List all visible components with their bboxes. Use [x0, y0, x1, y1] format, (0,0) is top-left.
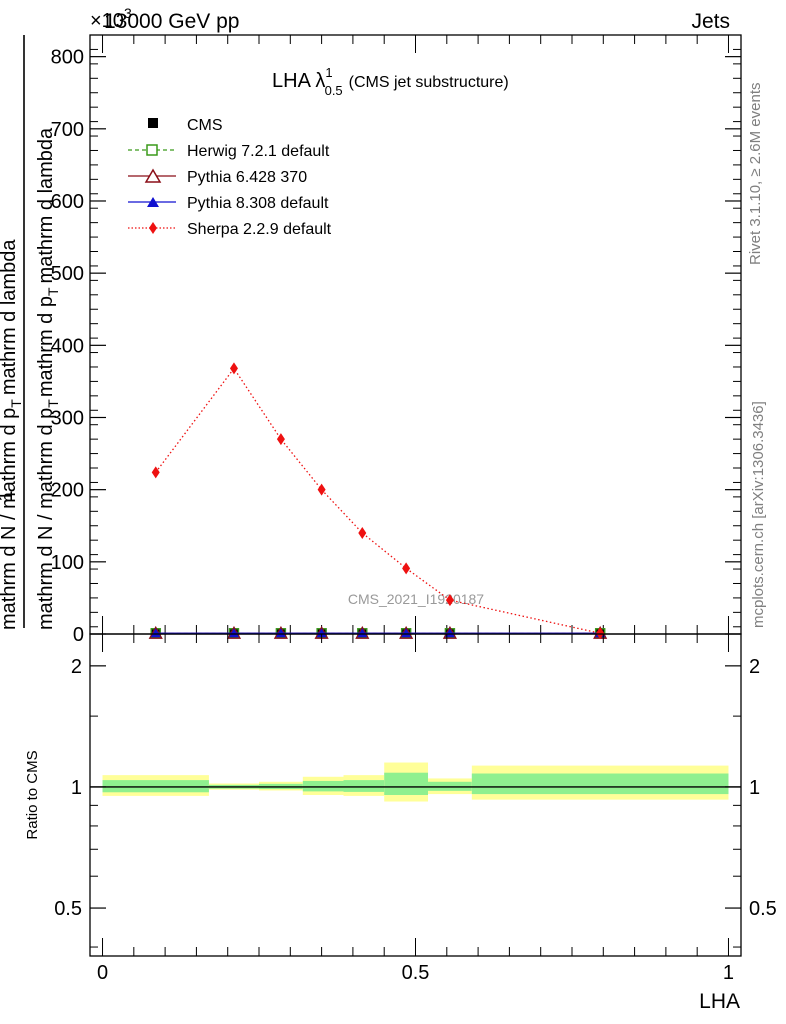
main-xaxis-ticks [102, 35, 729, 634]
ratio-ytick-label: 2 [71, 656, 82, 678]
main-ytick-label: 100 [51, 552, 84, 574]
main-ylabel-line1: mathrm d N / mathrm d p [0, 408, 20, 630]
data-point-sherpa-2-2-9-default [402, 562, 411, 575]
ratio-ylabel: Ratio to CMS [24, 750, 41, 839]
legend-entry-cms: CMS [148, 117, 223, 134]
main-ylabel: mathrm d N / mathrm d pTmathrm d lambda … [0, 35, 61, 630]
main-ytick-label: 200 [51, 480, 84, 502]
main-ytick-label: 400 [51, 335, 84, 357]
ratio-xtick-label: 1 [723, 962, 734, 984]
legend-label-pythia8: Pythia 8.308 default [187, 195, 329, 212]
exponent-label: ×103 [90, 5, 132, 32]
legend-entry-sherpa: Sherpa 2.2.9 default [128, 221, 332, 238]
ratio-band-green [384, 772, 429, 795]
legend-marker-sherpa [149, 222, 157, 234]
ratio-band-green [102, 780, 209, 793]
ratio-band-green [343, 780, 385, 792]
ratio-xtick-label: 0.5 [402, 962, 430, 984]
series-line-sherpa-2-2-9-default [155, 367, 601, 634]
ratio-ytick-label-right: 2 [749, 656, 760, 678]
legend-marker-cms [148, 118, 158, 128]
ratio-ytick-label-right: 0.5 [749, 898, 777, 920]
energy-label: 13000 GeV pp [104, 10, 239, 33]
data-point-sherpa-2-2-9-default [358, 526, 367, 539]
main-ytick-label: 600 [51, 191, 84, 213]
ratio-ytick-label: 0.5 [54, 898, 82, 920]
legend-marker-pythia6 [144, 168, 162, 183]
svg-text:mathrm d N / mathrm d pTmathrm: mathrm d N / mathrm d pTmathrm d lambda [0, 239, 24, 630]
main-ylabel-one: 1 [0, 490, 17, 501]
main-yaxis: 0 100 200 300 400 500 600 700 800 [51, 47, 741, 646]
main-ytick-label: 700 [51, 119, 84, 141]
svg-text:mathrm d N / mathrm d pTmathrm: mathrm d N / mathrm d pTmathrm d pTmathr… [35, 127, 61, 630]
legend-marker-pythia8 [147, 197, 159, 207]
ratio-band-green [471, 773, 729, 795]
legend-entry-herwig: Herwig 7.2.1 default [128, 143, 330, 160]
legend-label-pythia6: Pythia 6.428 370 [187, 169, 307, 186]
data-point-pythia-8-308-default [228, 628, 239, 638]
main-ylabel-line2-sub: T [45, 399, 61, 408]
ratio-yaxis: 0.5 0.5 1 1 2 2 [54, 656, 777, 948]
main-ylabel-line2-suffix: mathrm d p [35, 296, 57, 397]
legend-label-herwig: Herwig 7.2.1 default [187, 143, 330, 160]
ratio-uncertainty-bands [102, 762, 729, 802]
data-point-sherpa-2-2-9-default [276, 433, 285, 446]
legend-label-cms: CMS [187, 117, 223, 134]
ratio-ytick-label: 1 [71, 777, 82, 799]
data-point-sherpa-2-2-9-default [596, 627, 605, 640]
data-point-pythia-8-308-default [357, 628, 368, 638]
legend-entry-pythia6: Pythia 6.428 370 [128, 168, 307, 186]
main-ylabel-sub: T [8, 399, 24, 408]
ratio-xtick-label: 0 [97, 962, 108, 984]
legend-entry-pythia8: Pythia 8.308 default [128, 195, 329, 212]
mcplots-label: mcplots.cern.ch [arXiv:1306.3436] [750, 401, 767, 628]
main-ytick-label: 300 [51, 407, 84, 429]
ratio-band-green [302, 780, 344, 792]
data-point-pythia-8-308-default [444, 628, 455, 638]
main-ytick-label: 0 [73, 624, 84, 646]
main-ylabel-suffix: mathrm d lambda [0, 239, 20, 395]
data-point-sherpa-2-2-9-default [151, 466, 160, 479]
main-data-series [148, 362, 608, 640]
chart-title: LHA λ1 0.5 (CMS jet substructure) [272, 65, 509, 98]
ratio-ytick-label-right: 1 [749, 777, 760, 799]
process-label: Jets [691, 10, 730, 33]
main-ylabel-line2-sub2: T [45, 287, 61, 296]
main-ytick-label: 500 [51, 263, 84, 285]
xaxis-label: LHA [699, 990, 740, 1013]
analysis-watermark: CMS_2021_I1920187 [348, 591, 484, 607]
data-point-pythia-8-308-default [401, 628, 412, 638]
ratio-xaxis: 0 0.5 1 [97, 634, 734, 984]
rivet-label: Rivet 3.1.10, ≥ 2.6M events [747, 83, 764, 266]
main-ytick-label: 800 [51, 47, 84, 69]
main-ylabel-line2-suffix2: mathrm d lambda [35, 127, 57, 283]
data-point-pythia-8-308-default [316, 628, 327, 638]
data-point-sherpa-2-2-9-default [229, 362, 238, 375]
legend-marker-herwig [146, 144, 158, 156]
main-ylabel-line2: mathrm d N / mathrm d p [35, 408, 57, 630]
legend-label-sherpa: Sherpa 2.2.9 default [187, 221, 332, 238]
data-point-sherpa-2-2-9-default [445, 594, 454, 607]
data-point-pythia-8-308-default [150, 628, 161, 638]
data-point-pythia-8-308-default [275, 628, 286, 638]
legend: CMS Herwig 7.2.1 default Pythia 6.428 37… [128, 117, 332, 238]
data-point-sherpa-2-2-9-default [317, 483, 326, 496]
